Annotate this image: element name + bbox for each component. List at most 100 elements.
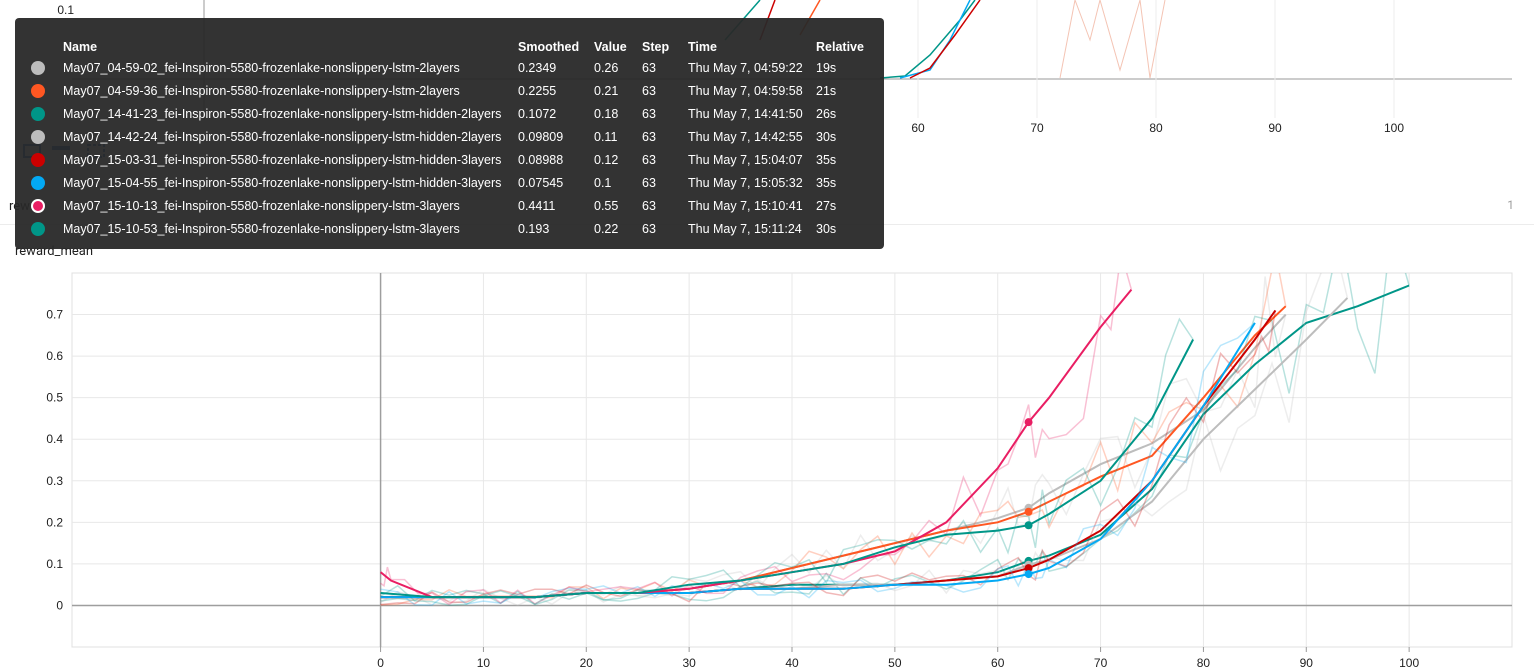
y-tick-label: 0.3 <box>46 474 63 488</box>
tooltip-relative-cell: 35s <box>816 175 837 190</box>
top-xtick-group: 60 70 80 90 100 <box>911 121 1404 135</box>
tooltip-smoothed-cell: 0.4411 <box>518 198 556 213</box>
tooltip-body: May07_04-59-02_fei-Inspiron-5580-frozenl… <box>25 56 870 240</box>
tooltip-smoothed-cell: 0.1072 <box>518 106 557 121</box>
tooltip-relative-cell: 30s <box>816 129 837 144</box>
x-tick-label: 20 <box>580 656 594 670</box>
page-number[interactable]: 1 <box>1507 198 1514 212</box>
tooltip-name-cell: May07_14-42-24_fei-Inspiron-5580-frozenl… <box>63 129 502 144</box>
y-tick-label: 0.6 <box>46 349 63 363</box>
tooltip-value-cell: 0.18 <box>594 106 619 121</box>
series-raw-line <box>380 317 1194 606</box>
tooltip-time-cell: Thu May 7, 15:04:07 <box>688 152 803 167</box>
top-xtick-label: 60 <box>911 121 925 135</box>
series-color-swatch <box>31 152 45 167</box>
y-tick-label: 0.1 <box>46 557 63 571</box>
series-smoothed-line[interactable] <box>380 305 1287 599</box>
series-raw-line <box>380 322 1256 606</box>
tooltip-name-cell: May07_14-41-23_fei-Inspiron-5580-frozenl… <box>63 106 502 121</box>
tooltip-time-cell: Thu May 7, 04:59:22 <box>688 60 803 75</box>
highlight-point <box>1024 564 1033 573</box>
series-raw-line <box>380 273 1133 606</box>
series-smoothed-line[interactable] <box>380 297 1349 599</box>
tooltip-row: May07_15-04-55_fei-Inspiron-5580-frozenl… <box>25 171 870 194</box>
top-line-red2 <box>909 0 981 79</box>
y-tick-label: 0.2 <box>46 515 63 529</box>
reward-mean-chart[interactable]: 0 10 20 30 40 50 60 70 80 90 100 0 0.1 0.2 0.3 0.4 0.5 0.… <box>0 225 1534 672</box>
tooltip-value-cell: 0.12 <box>594 152 619 167</box>
tooltip-step-cell: 63 <box>642 221 656 236</box>
series-tooltip: Name Smoothed Value Step Time Relative M… <box>15 18 884 249</box>
tooltip-name-cell: May07_15-04-55_fei-Inspiron-5580-frozenl… <box>63 175 502 190</box>
x-tick-label: 0 <box>377 656 384 670</box>
highlight-point <box>1024 507 1033 516</box>
tooltip-table: Name Smoothed Value Step Time Relative M… <box>25 37 870 240</box>
tooltip-row: May07_14-41-23_fei-Inspiron-5580-frozenl… <box>25 102 870 125</box>
tooltip-step-cell: 63 <box>642 152 656 167</box>
x-tick-label: 90 <box>1300 656 1314 670</box>
tooltip-smoothed-cell: 0.2255 <box>518 83 557 98</box>
y-tick-label: 0 <box>56 598 63 612</box>
highlight-point <box>1024 521 1033 530</box>
x-tick-label: 40 <box>785 656 799 670</box>
x-tick-label: 100 <box>1399 656 1419 670</box>
x-tick-label: 30 <box>682 656 696 670</box>
series-layer <box>379 273 1410 607</box>
tooltip-swatch-cell <box>25 194 59 217</box>
x-tick-label: 50 <box>888 656 902 670</box>
tooltip-step-cell: 63 <box>642 83 656 98</box>
top-ytick-label: 0.1 <box>57 3 74 17</box>
tooltip-time-cell: Thu May 7, 14:42:55 <box>688 129 803 144</box>
series-color-swatch <box>31 83 45 98</box>
series-smoothed-line[interactable] <box>380 322 1256 599</box>
marker-layer <box>1024 418 1033 579</box>
tooltip-smoothed-cell: 0.08988 <box>518 152 564 167</box>
tooltip-value-cell: 0.26 <box>594 60 619 75</box>
tooltip-relative-cell: 19s <box>816 60 837 75</box>
tooltip-header-step: Step <box>642 39 670 54</box>
tooltip-swatch-cell <box>25 217 59 240</box>
tooltip-name-cell: May07_04-59-02_fei-Inspiron-5580-frozenl… <box>63 60 460 75</box>
tooltip-swatch-cell <box>25 125 59 148</box>
highlight-point <box>1024 570 1033 579</box>
top-xtick-label: 90 <box>1268 121 1282 135</box>
tooltip-row: May07_15-10-53_fei-Inspiron-5580-frozenl… <box>25 217 870 240</box>
tooltip-smoothed-cell: 0.2349 <box>518 60 557 75</box>
tooltip-swatch-cell <box>25 102 59 125</box>
tooltip-name-cell: May07_04-59-36_fei-Inspiron-5580-frozenl… <box>63 83 460 98</box>
tooltip-name-cell: May07_15-03-31_fei-Inspiron-5580-frozenl… <box>63 152 502 167</box>
tooltip-time-cell: Thu May 7, 15:10:41 <box>688 198 803 213</box>
tooltip-value-cell: 0.22 <box>594 221 619 236</box>
series-color-swatch <box>31 198 45 213</box>
series-smoothed-line[interactable] <box>380 309 1277 599</box>
tooltip-row: May07_04-59-36_fei-Inspiron-5580-frozenl… <box>25 79 870 102</box>
tooltip-relative-cell: 21s <box>816 83 837 98</box>
tooltip-smoothed-cell: 0.07545 <box>518 175 564 190</box>
series-smoothed-line[interactable] <box>380 339 1194 599</box>
reward-mean-card: reward_mean 0 10 20 30 40 50 60 70 80 90 100 0 0.1 0.… <box>0 225 1534 672</box>
tooltip-swatch-cell <box>25 171 59 194</box>
series-raw-line <box>380 273 1287 606</box>
tooltip-step-cell: 63 <box>642 60 656 75</box>
tooltip-relative-cell: 30s <box>816 221 837 236</box>
tooltip-swatch-cell <box>25 148 59 171</box>
tooltip-relative-cell: 35s <box>816 152 837 167</box>
series-raw-line <box>380 310 1277 606</box>
tooltip-header-swatch <box>25 37 59 56</box>
tooltip-row: May07_15-03-31_fei-Inspiron-5580-frozenl… <box>25 148 870 171</box>
x-tick-label: 10 <box>477 656 491 670</box>
tooltip-value-cell: 0.1 <box>594 175 612 190</box>
tooltip-row: May07_15-10-13_fei-Inspiron-5580-frozenl… <box>25 194 870 217</box>
tooltip-step-cell: 63 <box>642 129 656 144</box>
highlight-point <box>1024 418 1033 427</box>
tooltip-header-relative: Relative <box>816 39 864 54</box>
series-smoothed-line[interactable] <box>379 288 1133 599</box>
tooltip-value-cell: 0.11 <box>594 129 618 144</box>
tooltip-header-name: Name <box>63 39 98 54</box>
y-tick-label: 0.4 <box>46 432 63 446</box>
tooltip-name-cell: May07_15-10-53_fei-Inspiron-5580-frozenl… <box>63 221 460 236</box>
tooltip-smoothed-cell: 0.09809 <box>518 129 564 144</box>
tooltip-time-cell: Thu May 7, 04:59:58 <box>688 83 803 98</box>
top-line-teal2 <box>879 0 976 79</box>
tooltip-header-row: Name Smoothed Value Step Time Relative <box>25 37 870 56</box>
